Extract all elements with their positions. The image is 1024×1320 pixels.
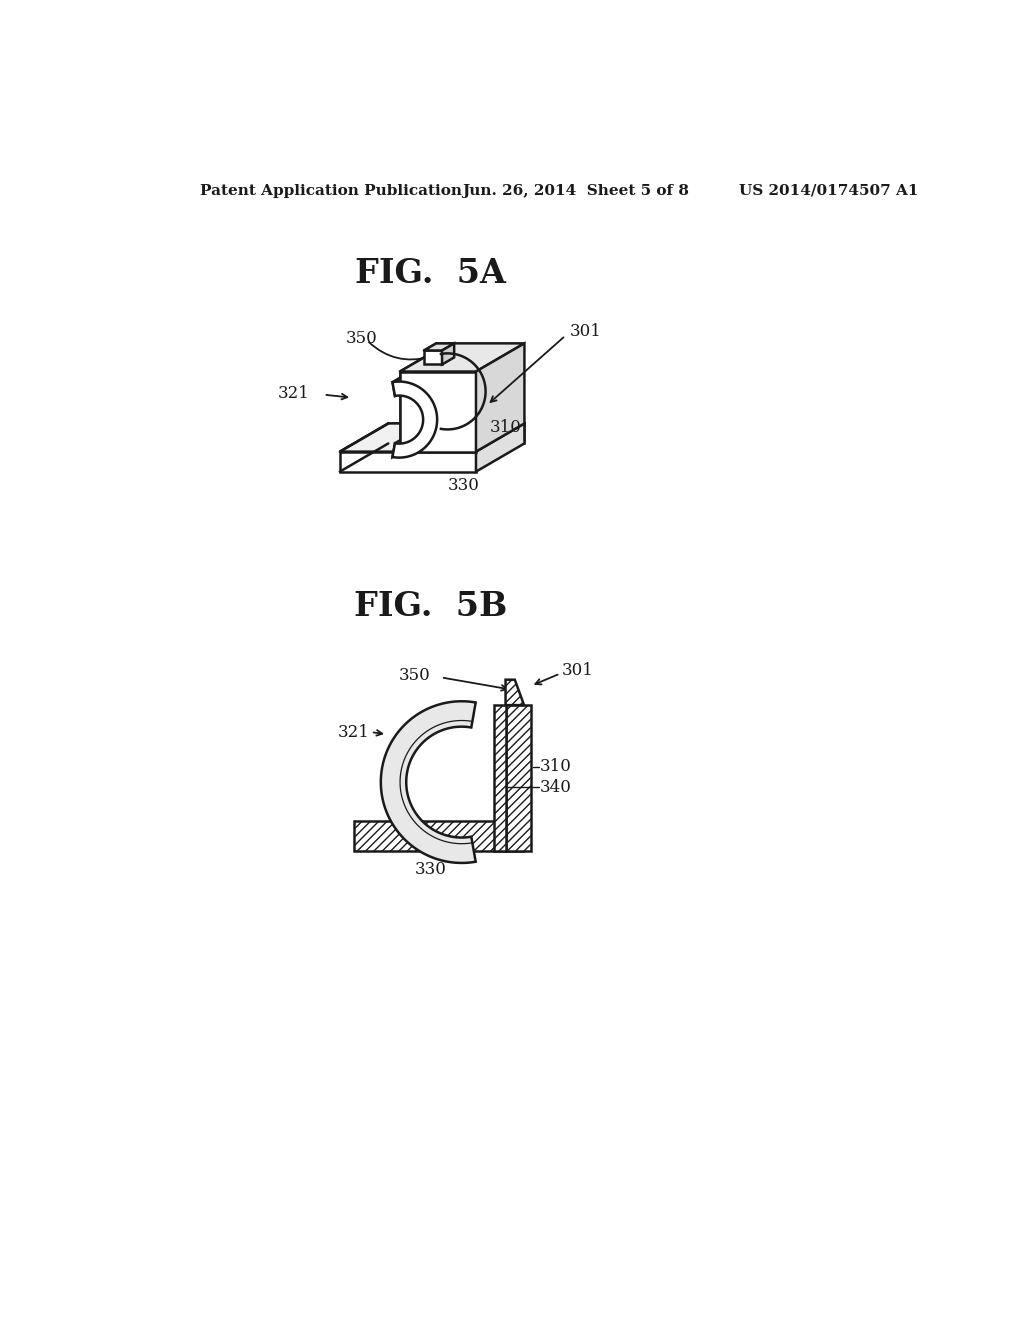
Polygon shape <box>506 705 531 851</box>
Text: 330: 330 <box>415 861 446 878</box>
Text: FIG.  5B: FIG. 5B <box>354 590 508 623</box>
Polygon shape <box>424 351 442 364</box>
Text: 301: 301 <box>562 661 594 678</box>
Polygon shape <box>392 381 437 458</box>
Text: 340: 340 <box>541 779 572 796</box>
Polygon shape <box>506 680 524 705</box>
Text: 350: 350 <box>345 330 377 347</box>
Text: 350: 350 <box>399 668 431 684</box>
Text: 330: 330 <box>447 477 479 494</box>
Polygon shape <box>381 701 476 863</box>
Polygon shape <box>442 343 455 364</box>
Text: Patent Application Publication: Patent Application Publication <box>200 183 462 198</box>
Polygon shape <box>424 343 455 351</box>
Text: 301: 301 <box>569 323 601 341</box>
Text: 321: 321 <box>337 723 370 741</box>
Text: FIG.  5A: FIG. 5A <box>355 257 506 290</box>
Text: Jun. 26, 2014  Sheet 5 of 8: Jun. 26, 2014 Sheet 5 of 8 <box>462 183 689 198</box>
Polygon shape <box>400 371 476 451</box>
Polygon shape <box>494 705 506 851</box>
Polygon shape <box>340 424 524 451</box>
Polygon shape <box>476 424 524 471</box>
Text: 310: 310 <box>489 418 521 436</box>
Polygon shape <box>476 343 524 451</box>
Polygon shape <box>354 821 523 851</box>
Text: 321: 321 <box>278 385 309 403</box>
Polygon shape <box>392 414 443 457</box>
Text: US 2014/0174507 A1: US 2014/0174507 A1 <box>739 183 919 198</box>
Polygon shape <box>392 354 443 396</box>
Polygon shape <box>400 343 524 371</box>
Text: 310: 310 <box>541 758 572 775</box>
